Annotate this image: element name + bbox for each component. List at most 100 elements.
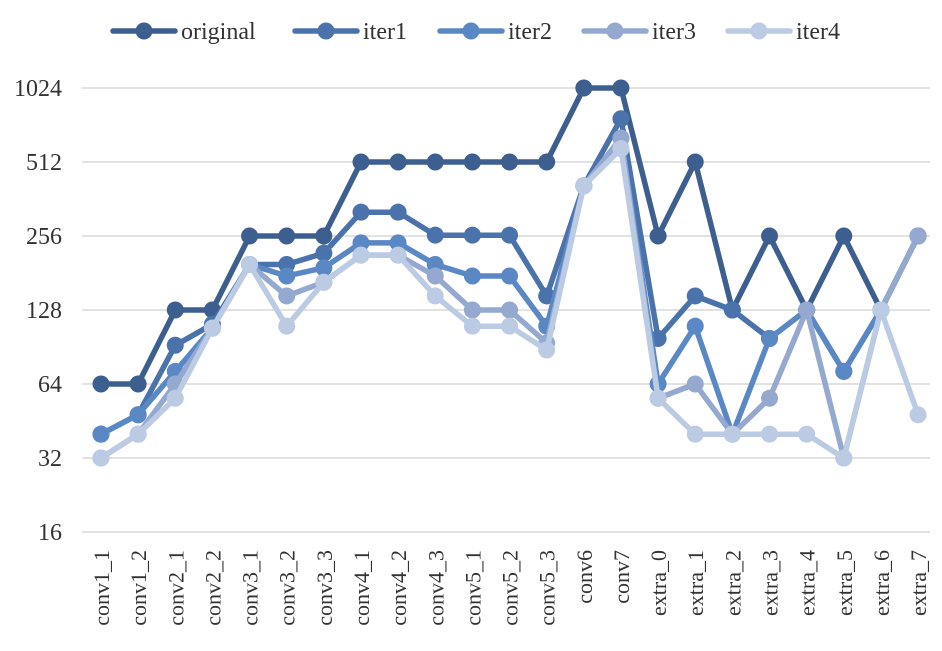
- data-point: [352, 246, 370, 264]
- data-point: [723, 301, 741, 319]
- legend-label: iter2: [508, 19, 552, 45]
- data-point: [463, 317, 481, 335]
- data-point: [872, 301, 890, 319]
- data-point: [389, 153, 407, 171]
- data-point: [352, 203, 370, 221]
- y-tick-label: 32: [38, 446, 62, 472]
- data-point: [203, 319, 221, 337]
- data-point: [501, 153, 519, 171]
- data-point: [835, 449, 853, 467]
- data-point: [612, 110, 630, 128]
- legend-item-iter3: iter3: [581, 19, 696, 45]
- x-tick-label: extra_1: [683, 550, 708, 616]
- x-tick-label: extra_2: [720, 550, 745, 616]
- data-point: [315, 273, 333, 291]
- legend-marker: [750, 22, 768, 40]
- x-tick-label: extra_7: [906, 550, 931, 616]
- data-point: [129, 406, 147, 424]
- data-point: [315, 259, 333, 277]
- x-tick-label: extra_4: [795, 550, 820, 616]
- y-tick-label: 512: [26, 150, 62, 176]
- data-point: [501, 317, 519, 335]
- data-point: [538, 153, 556, 171]
- data-point: [909, 227, 927, 245]
- data-point: [426, 153, 444, 171]
- data-point: [649, 389, 667, 407]
- legend-item-iter1: iter1: [292, 19, 407, 45]
- y-tick-label: 1024: [14, 76, 62, 102]
- x-tick-label: conv3_3: [312, 550, 337, 626]
- data-point: [241, 227, 259, 245]
- x-tick-label: conv5_1: [460, 550, 485, 626]
- data-point: [909, 406, 927, 424]
- data-point: [686, 425, 704, 443]
- data-point: [463, 153, 481, 171]
- x-tick-label: conv1_1: [89, 550, 114, 626]
- data-point: [761, 389, 779, 407]
- x-tick-label: conv2_1: [163, 550, 188, 626]
- data-point: [426, 267, 444, 285]
- data-point: [761, 227, 779, 245]
- legend-label: iter1: [363, 19, 407, 45]
- legend-item-iter2: iter2: [437, 19, 552, 45]
- data-point: [389, 246, 407, 264]
- x-tick-label: conv4_3: [423, 550, 448, 626]
- data-point: [426, 226, 444, 244]
- data-point: [649, 227, 667, 245]
- x-tick-label: extra_3: [758, 550, 783, 616]
- data-point: [166, 389, 184, 407]
- data-point: [612, 79, 630, 97]
- data-point: [129, 375, 147, 393]
- data-point: [798, 425, 816, 443]
- data-point: [166, 336, 184, 354]
- y-axis-ticks: 16 32 64 128 256 512 1024: [14, 76, 62, 546]
- data-point: [315, 244, 333, 262]
- data-point: [835, 362, 853, 380]
- data-point: [501, 267, 519, 285]
- x-tick-label: extra_6: [869, 550, 894, 616]
- data-point: [463, 267, 481, 285]
- data-point: [761, 425, 779, 443]
- x-tick-label: conv4_1: [349, 550, 374, 626]
- data-point: [686, 287, 704, 305]
- data-point: [761, 330, 779, 348]
- legend-marker: [462, 22, 480, 40]
- data-point: [278, 267, 296, 285]
- data-point: [166, 301, 184, 319]
- x-tick-label: conv5_2: [498, 550, 523, 626]
- data-point: [723, 425, 741, 443]
- data-point: [686, 317, 704, 335]
- data-point: [389, 234, 407, 252]
- data-point: [686, 153, 704, 171]
- x-tick-label: extra_5: [832, 550, 857, 616]
- legend-marker: [317, 22, 335, 40]
- data-point: [352, 153, 370, 171]
- data-point: [92, 375, 110, 393]
- x-tick-label: conv3_2: [275, 550, 300, 626]
- x-tick-label: extra_0: [646, 550, 671, 616]
- data-point: [92, 425, 110, 443]
- data-point: [835, 227, 853, 245]
- legend-marker: [135, 22, 153, 40]
- data-point: [241, 256, 259, 274]
- data-point: [612, 140, 630, 158]
- series-lines: [92, 79, 927, 467]
- data-point: [315, 227, 333, 245]
- legend-label: iter3: [652, 19, 696, 45]
- data-point: [129, 425, 147, 443]
- series-iter2: [92, 129, 927, 443]
- series-line: [98, 135, 921, 461]
- data-point: [92, 449, 110, 467]
- data-point: [501, 226, 519, 244]
- x-tick-label: conv3_1: [238, 550, 263, 626]
- legend-item-iter4: iter4: [725, 19, 840, 45]
- y-tick-label: 256: [26, 224, 62, 250]
- data-point: [463, 226, 481, 244]
- legend-label: original: [181, 19, 256, 45]
- x-axis-ticks: conv1_1 conv1_2 conv2_1 conv2_2 conv3_1 conv3…: [89, 550, 931, 626]
- data-point: [352, 234, 370, 252]
- legend: original iter1 iter2 iter3 iter4: [110, 19, 840, 45]
- data-point: [278, 317, 296, 335]
- x-tick-label: conv1_2: [126, 550, 151, 626]
